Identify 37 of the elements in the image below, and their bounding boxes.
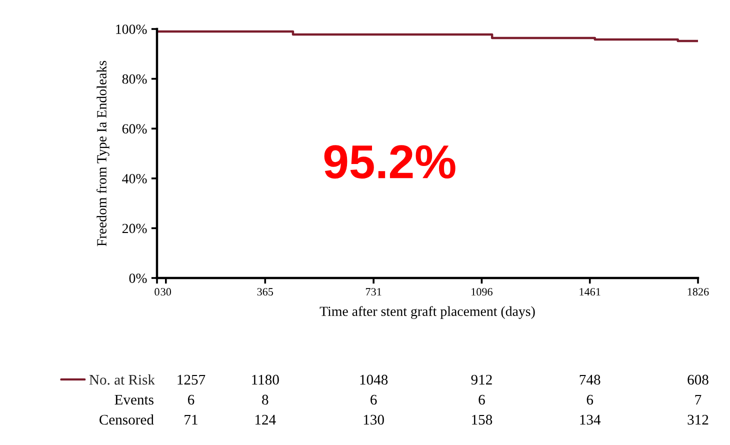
x-tick-label: 1826	[688, 288, 709, 296]
y-tick-label: 20%	[122, 224, 147, 234]
legend-label: No. at Risk	[89, 374, 155, 385]
y-tick-label: 100%	[116, 24, 147, 34]
x-tick-label: 731	[366, 288, 382, 296]
x-tick-label: 1096	[472, 288, 492, 296]
x-axis-title: Time after stent graft placement (days)	[320, 306, 535, 319]
text: 6	[370, 394, 377, 405]
text: 7	[695, 394, 702, 405]
y-tick-label: 80%	[122, 74, 147, 84]
text: 124	[255, 414, 276, 425]
y-tick-label: 60%	[122, 124, 147, 134]
text: 608	[688, 374, 708, 385]
y-tick-label: 0%	[129, 274, 147, 283]
text: 912	[471, 374, 492, 385]
text: Events	[114, 394, 154, 405]
text: 1048	[360, 374, 388, 385]
text: 6	[188, 394, 194, 405]
text: 158	[472, 414, 492, 425]
text: 134	[580, 414, 601, 425]
text: 130	[364, 414, 384, 425]
y-tick-label: 40%	[122, 174, 147, 184]
text: 1257	[178, 374, 206, 385]
text: 6	[586, 394, 594, 405]
x-tick-label: 365	[257, 288, 274, 296]
text: 71	[184, 414, 198, 425]
x-tick-label: 0	[154, 288, 160, 296]
text: Censored	[100, 414, 154, 425]
annotation: 95.2%	[324, 145, 456, 179]
text: 6	[478, 394, 485, 405]
text: 748	[580, 374, 600, 385]
y-axis-title: Freedom from Type Ia Endoleaks	[96, 60, 110, 246]
text: 1180	[252, 374, 279, 385]
x-tick-label: 30	[160, 288, 172, 296]
text: 8	[262, 394, 268, 405]
x-tick-label: 1461	[580, 288, 600, 296]
text: 312	[688, 414, 708, 425]
